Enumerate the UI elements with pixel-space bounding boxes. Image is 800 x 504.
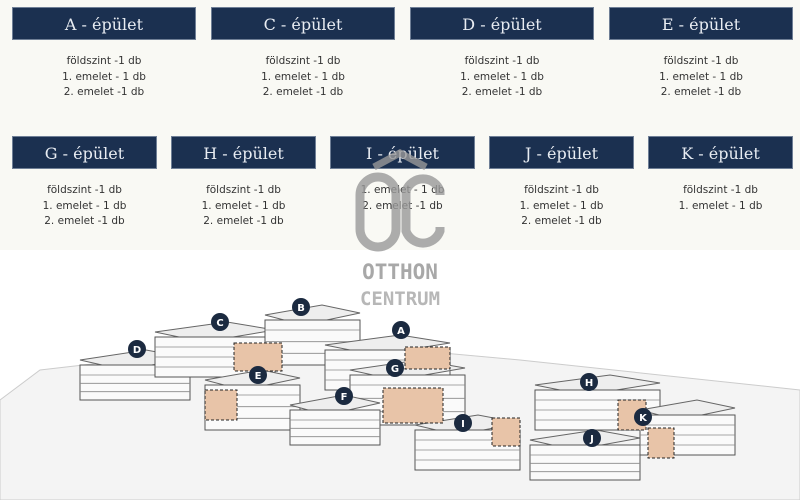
site-map: A B C D E F G H I J K: [0, 250, 800, 501]
unit-line: 2. emelet -1 db: [63, 86, 145, 98]
unit-list: földszint -1 db 1. emelet - 1 db 2. emelet…: [609, 54, 793, 101]
building-title[interactable]: D - épület: [410, 7, 594, 40]
marker-label: F: [341, 392, 348, 403]
marker-label: B: [297, 303, 305, 314]
building-title[interactable]: H - épület: [171, 136, 316, 169]
building-title[interactable]: I - épület: [330, 136, 475, 169]
building-card-a: A - épület földszint -1 db 1. emelet - 1 d…: [12, 7, 196, 101]
unit-line: 2. emelet -1 db: [362, 199, 443, 212]
building-title[interactable]: E - épület: [609, 7, 793, 40]
available-unit-highlight[interactable]: [404, 346, 451, 370]
unit-line: 2. emelet -1 db: [461, 86, 543, 98]
building-card-g: G - épület földszint -1 db 1. emelet - 1 d…: [12, 136, 157, 230]
available-unit-highlight[interactable]: [647, 427, 675, 459]
unit-list: 1. emelet - 1 db 2. emelet -1 db: [330, 183, 475, 214]
unit-line: 1. emelet - 1 db: [42, 199, 127, 212]
marker-label: G: [391, 364, 399, 375]
marker-j[interactable]: J: [583, 429, 601, 447]
building-card-j: J - épület földszint -1 db 1. emelet - 1 d…: [489, 136, 634, 230]
marker-c[interactable]: C: [211, 313, 229, 331]
marker-i[interactable]: I: [454, 414, 472, 432]
unit-line: 1. emelet - 1 db: [360, 184, 445, 196]
marker-e[interactable]: E: [249, 366, 267, 384]
unit-list: földszint -1 db 1. emelet - 1 db: [648, 183, 793, 214]
unit-list: földszint -1 db 1. emelet - 1 db 2. emelet…: [410, 54, 594, 101]
marker-label: C: [216, 318, 223, 329]
marker-b[interactable]: B: [292, 298, 310, 316]
unit-line: 2. emelet -1 db: [521, 215, 602, 227]
unit-line: 2. emelet -1 db: [203, 215, 284, 227]
marker-g[interactable]: G: [386, 359, 404, 377]
available-unit-highlight[interactable]: [491, 417, 521, 447]
marker-label: I: [461, 419, 465, 430]
unit-line: földszint -1 db: [524, 184, 599, 196]
building-block: [289, 394, 381, 446]
marker-label: H: [585, 378, 593, 389]
unit-list: földszint -1 db 1. emelet - 1 db 2. emelet…: [171, 183, 316, 230]
marker-h[interactable]: H: [580, 373, 598, 391]
building-card-e: E - épület földszint -1 db 1. emelet - 1 d…: [609, 7, 793, 101]
building-card-d: D - épület földszint -1 db 1. emelet - 1 d…: [410, 7, 594, 101]
unit-line: 1. emelet - 1 db: [519, 199, 604, 212]
unit-line: 1. emelet - 1 db: [659, 70, 743, 83]
unit-line: földszint -1 db: [265, 55, 341, 67]
marker-d[interactable]: D: [128, 340, 146, 358]
unit-line: 2. emelet -1 db: [262, 86, 344, 98]
marker-label: D: [133, 345, 141, 356]
building-title[interactable]: C - épület: [211, 7, 395, 40]
unit-line: 2. emelet -1 db: [660, 86, 742, 98]
unit-line: 1. emelet - 1 db: [460, 70, 544, 83]
marker-label: K: [639, 413, 648, 424]
unit-line: 1. emelet - 1 db: [201, 199, 286, 212]
unit-line: földszint -1 db: [464, 55, 540, 67]
building-card-k: K - épület földszint -1 db 1. emelet - 1 d…: [648, 136, 793, 214]
marker-a[interactable]: A: [392, 321, 410, 339]
unit-line: földszint -1 db: [683, 184, 758, 196]
unit-line: földszint -1 db: [47, 184, 122, 196]
building-title[interactable]: K - épület: [648, 136, 793, 169]
unit-list: földszint -1 db 1. emelet - 1 db 2. emelet…: [12, 54, 196, 101]
building-card-c: C - épület földszint -1 db 1. emelet - 1 d…: [211, 7, 395, 101]
marker-f[interactable]: F: [335, 387, 353, 405]
marker-label: E: [255, 371, 262, 382]
unit-line: 1. emelet - 1 db: [261, 70, 345, 83]
building-title[interactable]: G - épület: [12, 136, 157, 169]
building-title[interactable]: J - épület: [489, 136, 634, 169]
unit-line: földszint -1 db: [66, 55, 142, 67]
unit-list: földszint -1 db 1. emelet - 1 db 2. emelet…: [489, 183, 634, 230]
marker-label: A: [397, 326, 405, 337]
unit-line: 2. emelet -1 db: [44, 215, 125, 227]
available-unit-highlight[interactable]: [204, 389, 238, 421]
available-unit-highlight[interactable]: [382, 387, 444, 424]
building-title[interactable]: A - épület: [12, 7, 196, 40]
unit-list: földszint -1 db 1. emelet - 1 db 2. emelet…: [211, 54, 395, 101]
building-card-i: I - épület 1. emelet - 1 db 2. emelet -1 d…: [330, 136, 475, 214]
marker-label: J: [589, 434, 594, 445]
unit-line: földszint -1 db: [206, 184, 281, 196]
unit-list: földszint -1 db 1. emelet - 1 db 2. emelet…: [12, 183, 157, 230]
unit-line: 1. emelet - 1 db: [62, 70, 146, 83]
unit-line: 1. emelet - 1 db: [678, 199, 763, 212]
building-card-h: H - épület földszint -1 db 1. emelet - 1 d…: [171, 136, 316, 230]
marker-k[interactable]: K: [634, 408, 652, 426]
unit-line: földszint -1 db: [663, 55, 739, 67]
